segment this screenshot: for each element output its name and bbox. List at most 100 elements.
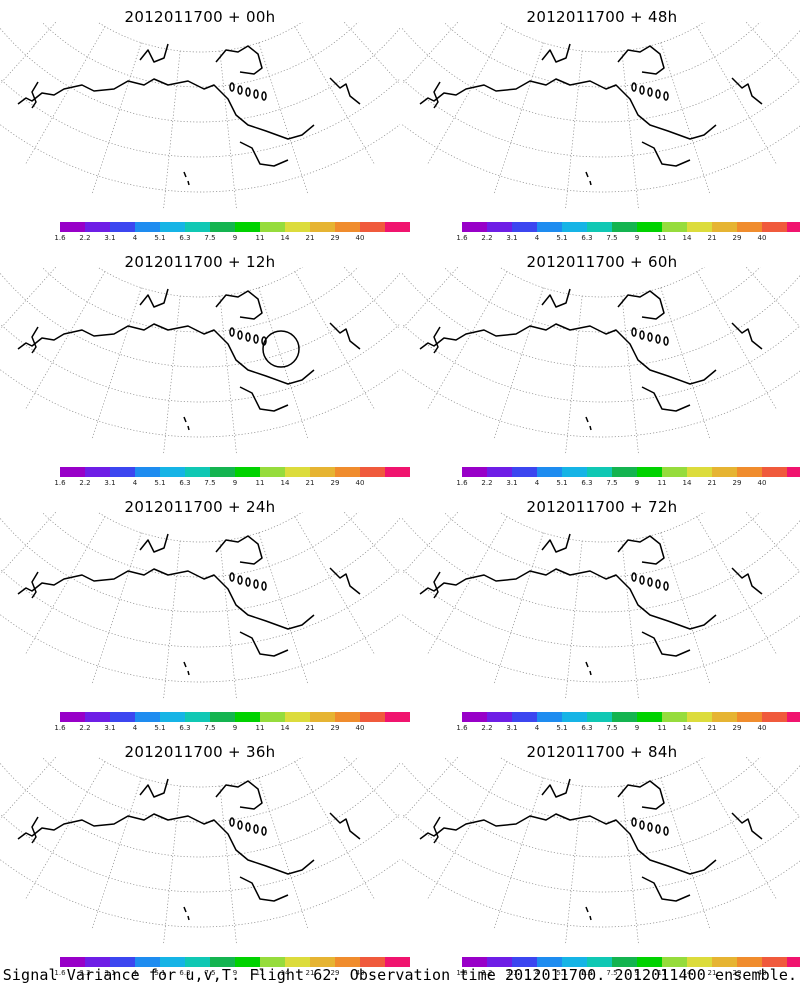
colorbar-tick-label: 3.1 bbox=[506, 479, 518, 487]
colorbar-tick-label: 4 bbox=[132, 969, 138, 977]
colorbar-tick-label: 11 bbox=[255, 969, 265, 977]
map-panel-12h: 2012011700 + 12h 1.6 2.2 3.1 4 5.1 6.3 7.5 9 11 14… bbox=[0, 245, 410, 490]
colorbar-tick-label: 40 bbox=[355, 234, 365, 242]
colorbar-tick-label: 5.1 bbox=[154, 724, 166, 732]
colorbar-tick-label: 14 bbox=[682, 479, 692, 487]
colorbar-cell bbox=[612, 467, 637, 477]
polar-map-00h bbox=[0, 22, 400, 211]
colorbar-tick-label: 1.6 bbox=[456, 234, 468, 242]
map-panel-24h: 2012011700 + 24h 1.6 2.2 3.1 4 5.1 6.3 7.5 9 11 14… bbox=[0, 490, 410, 735]
colorbar-tick-label: 9 bbox=[634, 969, 640, 977]
colorbar-cell bbox=[487, 222, 512, 232]
colorbar-cell bbox=[335, 222, 360, 232]
coastlines bbox=[419, 778, 763, 921]
colorbar-tick-label: 6.3 bbox=[581, 234, 593, 242]
colorbar-cell bbox=[385, 712, 410, 722]
colorbar-cell bbox=[787, 712, 800, 722]
graticule bbox=[402, 512, 800, 701]
colorbar-cell bbox=[612, 957, 637, 967]
figure-caption: Signal Variance for u,v,T. Flight 62. Ob… bbox=[2, 966, 798, 984]
colorbar bbox=[462, 467, 800, 477]
colorbar-tick-label: 2.2 bbox=[79, 969, 91, 977]
colorbar-cell bbox=[60, 712, 85, 722]
colorbar-tick-label: 7.5 bbox=[606, 724, 618, 732]
colorbar-cell bbox=[712, 467, 737, 477]
colorbar-cell bbox=[612, 712, 637, 722]
colorbar-cell bbox=[335, 957, 360, 967]
colorbar-cell bbox=[310, 467, 335, 477]
graticule bbox=[402, 267, 800, 456]
colorbar-tick-label: 6.3 bbox=[581, 724, 593, 732]
colorbar-cell bbox=[637, 222, 662, 232]
variance-area bbox=[572, 280, 612, 296]
coastlines bbox=[419, 288, 763, 431]
colorbar-tick-label: 5.1 bbox=[556, 724, 568, 732]
colorbar-cell bbox=[335, 467, 360, 477]
colorbar-cell bbox=[160, 467, 185, 477]
colorbar-cell bbox=[512, 467, 537, 477]
variance-area bbox=[148, 393, 156, 399]
colorbar-cell bbox=[160, 957, 185, 967]
variance-area bbox=[642, 416, 652, 421]
colorbar-cell bbox=[310, 222, 335, 232]
variance-area bbox=[297, 86, 306, 107]
colorbar-cell bbox=[662, 712, 687, 722]
colorbar-cell bbox=[462, 712, 487, 722]
colorbar-tick-label: 2.2 bbox=[481, 724, 493, 732]
coastlines bbox=[419, 43, 763, 186]
variance-area bbox=[522, 279, 705, 296]
colorbar-cell bbox=[787, 222, 800, 232]
panel-title: 2012011700 + 24h bbox=[124, 498, 276, 516]
colorbar-tick-label: 1.6 bbox=[54, 724, 66, 732]
colorbar-cell bbox=[687, 222, 712, 232]
variance-area bbox=[125, 528, 223, 541]
colorbar-cell bbox=[110, 957, 135, 967]
colorbar-tick-label: 9 bbox=[232, 479, 238, 487]
colorbar-cell bbox=[712, 957, 737, 967]
colorbar-tick-label: 4 bbox=[534, 969, 540, 977]
colorbar-cell bbox=[512, 222, 537, 232]
colorbar-cell bbox=[487, 712, 512, 722]
colorbar-tick-label: 6.3 bbox=[179, 234, 191, 242]
observation-circle bbox=[262, 330, 300, 368]
colorbar-cell bbox=[285, 467, 310, 477]
colorbar-tick-label: 5.1 bbox=[154, 234, 166, 242]
colorbar-cell bbox=[687, 467, 712, 477]
colorbar-tick-label: 9 bbox=[232, 234, 238, 242]
colorbar-tick-label: 9 bbox=[634, 479, 640, 487]
colorbar-cell bbox=[537, 222, 562, 232]
colorbar-cell bbox=[110, 712, 135, 722]
colorbar-tick-label: 3.1 bbox=[104, 969, 116, 977]
colorbar-cell bbox=[260, 712, 285, 722]
colorbar-tick-label: 9 bbox=[232, 724, 238, 732]
map-panel-48h: 2012011700 + 48h 1.6 2.2 3.1 4 5.1 6.3 7.5 9 11 14… bbox=[402, 0, 800, 245]
colorbar-cell bbox=[512, 712, 537, 722]
colorbar-tick-label: 9 bbox=[634, 234, 640, 242]
colorbar-cell bbox=[135, 222, 160, 232]
coastlines bbox=[17, 533, 361, 676]
colorbar-cell bbox=[185, 957, 210, 967]
colorbar-cell bbox=[210, 712, 235, 722]
colorbar-tick-label: 29 bbox=[330, 724, 340, 732]
colorbar-cell bbox=[235, 467, 260, 477]
colorbar-tick-label: 5.1 bbox=[556, 479, 568, 487]
colorbar-tick-label: 2.2 bbox=[79, 724, 91, 732]
colorbar-cell bbox=[587, 222, 612, 232]
panel-title: 2012011700 + 60h bbox=[526, 253, 678, 271]
coastlines bbox=[17, 778, 361, 921]
panel-title: 2012011700 + 84h bbox=[526, 743, 678, 761]
colorbar-cell bbox=[160, 222, 185, 232]
colorbar-tick-label: 14 bbox=[280, 479, 290, 487]
colorbar-tick-label: 14 bbox=[280, 724, 290, 732]
colorbar-cell bbox=[762, 712, 787, 722]
colorbar-tick-label: 11 bbox=[255, 234, 265, 242]
colorbar-tick-label: 7.5 bbox=[606, 479, 618, 487]
colorbar-tick-label: 4 bbox=[534, 234, 540, 242]
map-panel-00h: 2012011700 + 00h 1.6 2.2 3.1 4 5.1 6.3 7.5 9 11 14… bbox=[0, 0, 410, 245]
variance-area bbox=[175, 391, 197, 400]
colorbar-cell bbox=[335, 712, 360, 722]
coastlines bbox=[17, 288, 361, 431]
colorbar-tick-label: 3.1 bbox=[104, 479, 116, 487]
panel-title: 2012011700 + 48h bbox=[526, 8, 678, 26]
colorbar-cell bbox=[737, 712, 762, 722]
